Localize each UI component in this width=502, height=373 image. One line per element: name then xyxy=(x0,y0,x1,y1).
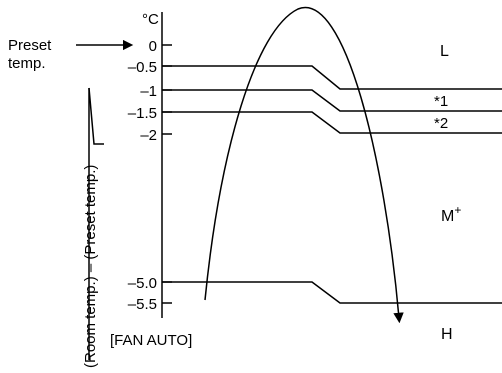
zone-label-mid: M+ xyxy=(441,203,461,225)
tick-label-minus-5-5: –5.5 xyxy=(128,296,157,313)
note-1: *1 xyxy=(434,93,448,110)
footer-label: [FAN AUTO] xyxy=(110,332,192,349)
tick-label-minus-1-5: –1.5 xyxy=(128,105,157,122)
tick-label-minus-2: –2 xyxy=(140,127,157,144)
note-2: *2 xyxy=(434,115,448,132)
tick-label-minus-0-5: –0.5 xyxy=(128,59,157,76)
tick-label-minus-1: –1 xyxy=(140,83,157,100)
hysteresis-curve xyxy=(204,6,404,324)
increase-arrow xyxy=(88,87,104,360)
tick-label-minus-5-0: –5.0 xyxy=(128,275,157,292)
zone-label-mid-sup: + xyxy=(454,203,461,217)
threshold-lines xyxy=(162,65,502,304)
zone-label-mid-base: M xyxy=(441,208,454,225)
preset-label-line2: temp. xyxy=(8,55,46,72)
preset-label-line1: Preset xyxy=(8,37,52,54)
zone-label-low: L xyxy=(440,43,449,60)
tick-label-0: 0 xyxy=(149,38,157,55)
axis-label: (Room temp.) – (Preset temp.) xyxy=(82,165,99,368)
zone-label-high: H xyxy=(441,326,453,343)
tick-marks xyxy=(162,44,172,304)
unit-label: °C xyxy=(142,11,159,28)
